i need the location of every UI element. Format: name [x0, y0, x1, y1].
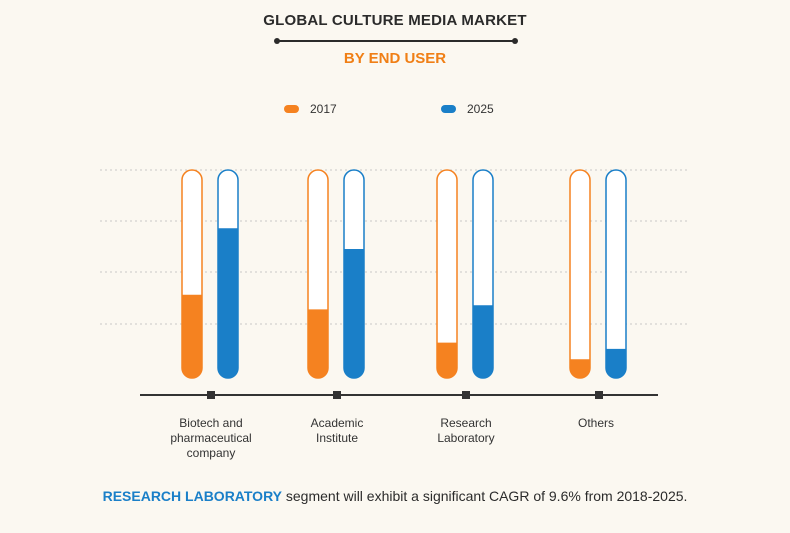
legend-swatch-2017	[284, 105, 299, 113]
bar-2017-2	[437, 342, 457, 378]
footer-text: segment will exhibit a significant CAGR …	[282, 488, 688, 504]
underline-dot-right	[512, 38, 518, 44]
x-tick-label-2: Research Laboratory	[437, 416, 494, 445]
bar-2017-3	[570, 359, 590, 378]
x-tick-0	[207, 391, 215, 399]
bar-2017-1	[308, 309, 328, 378]
legend-label-2017: 2017	[310, 102, 337, 116]
footer-highlight: RESEARCH LABORATORY	[102, 488, 282, 504]
legend-label-2025: 2025	[467, 102, 494, 116]
x-tick-1	[333, 391, 341, 399]
bar-2025-2	[473, 305, 493, 378]
x-tick-label-0: Biotech and pharmaceutical company	[170, 416, 251, 460]
legend-item-2025: 2025	[441, 101, 494, 117]
legend-swatch-2025	[441, 105, 456, 113]
chart-title: GLOBAL CULTURE MEDIA MARKET	[263, 12, 527, 29]
x-tick-3	[595, 391, 603, 399]
bar-2025-1	[344, 249, 364, 378]
bar-2025-3	[606, 348, 626, 378]
bar-track-2017-3	[569, 169, 591, 379]
footer-note: RESEARCH LABORATORY segment will exhibit…	[0, 488, 790, 504]
title-underline	[274, 38, 518, 44]
bar-track-2025-3	[605, 169, 627, 379]
bar-chart: Biotech and pharmaceutical company Academic…	[100, 169, 690, 460]
x-tick-label-3: Others	[578, 416, 614, 430]
chart-subtitle: BY END USER	[343, 50, 447, 67]
legend-item-2017: 2017	[284, 101, 337, 117]
bar-2017-0	[182, 294, 202, 378]
bar-2025-0	[218, 228, 238, 378]
x-tick-2	[462, 391, 470, 399]
x-tick-label-1: Academic Institute	[311, 416, 364, 445]
underline-dot-left	[274, 38, 280, 44]
